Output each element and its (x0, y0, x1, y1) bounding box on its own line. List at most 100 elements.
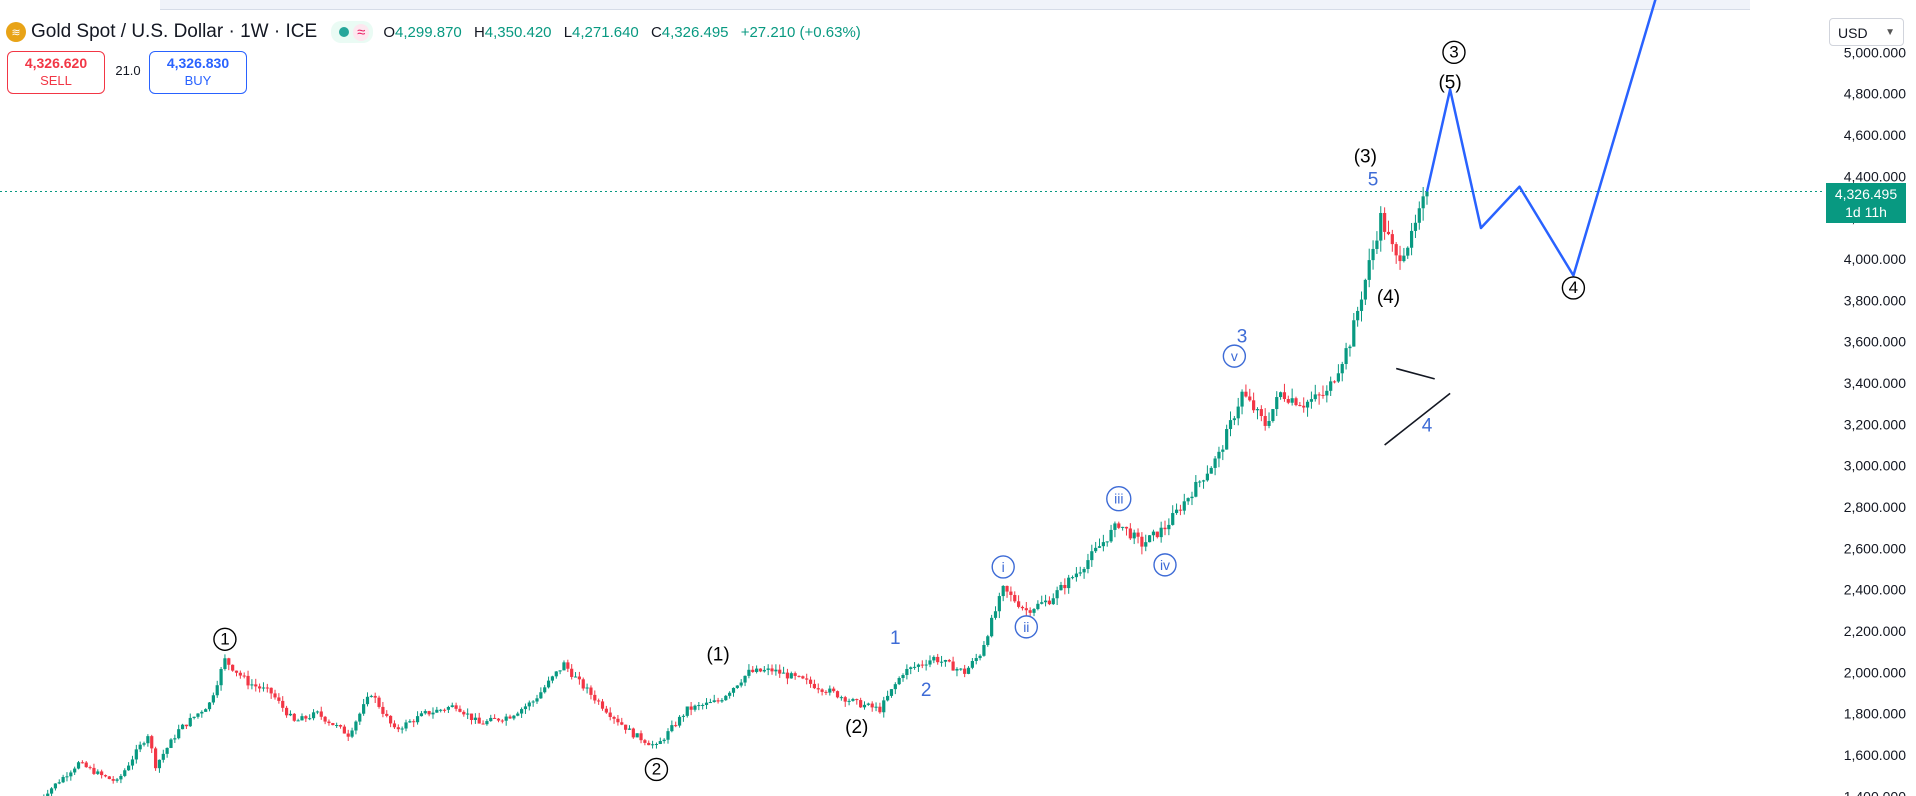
wave-label: (3) (1354, 147, 1377, 168)
wave-label: (2) (845, 717, 868, 738)
candle-body (1136, 532, 1140, 537)
wave-label: i (1002, 559, 1005, 575)
candle-body (493, 717, 497, 719)
change-value: +27.210 (+0.63%) (740, 23, 861, 41)
candle-body (550, 676, 555, 681)
open-value: 4,299.870 (395, 23, 462, 41)
candle-body (720, 700, 724, 702)
candle-body (1278, 392, 1283, 398)
candle-body (758, 668, 763, 672)
candle-body (1005, 585, 1009, 592)
candle-body (770, 668, 774, 672)
triangle-upper-line (1395, 367, 1435, 380)
candle-body (192, 716, 196, 718)
candle-body (681, 715, 686, 717)
candle-body (258, 686, 262, 689)
candle-body (631, 728, 635, 738)
candle-body (1171, 513, 1175, 525)
candle-body (46, 793, 50, 796)
symbol-title[interactable]: Gold Spot / U.S. Dollar · 1W · ICE (31, 21, 318, 42)
candle-body (1267, 420, 1271, 426)
candle-body (196, 713, 200, 717)
wave-label-circle (1222, 344, 1247, 368)
candle-body (1148, 535, 1152, 543)
candle-body (612, 716, 616, 719)
candle-body (747, 669, 751, 676)
candle-body (1352, 320, 1356, 347)
market-status-pill[interactable]: ≈ (331, 21, 374, 43)
indicator-wave-icon: ≈ (353, 23, 370, 41)
sell-button[interactable]: 4,326.620 SELL (7, 51, 105, 94)
wave-label: v (1231, 348, 1238, 364)
candle-body (1259, 409, 1263, 417)
candle-body (812, 683, 817, 689)
candle-body (1101, 542, 1105, 547)
candle-body (315, 711, 319, 713)
candle-body (693, 705, 697, 710)
price-tick-label: 2,200.000 (1844, 623, 1906, 639)
wave-label: 4 (1569, 278, 1578, 297)
candle-body (755, 668, 759, 672)
sell-label: SELL (40, 73, 72, 88)
candle-body (1105, 541, 1109, 543)
candle-body (978, 655, 982, 659)
buy-button[interactable]: 4,326.830 BUY (149, 51, 247, 94)
candle-body (392, 723, 397, 728)
candle-body (1028, 610, 1032, 613)
chevron-down-icon: ▼ (1885, 27, 1895, 38)
candle-body (893, 684, 897, 690)
candle-body (1174, 509, 1179, 514)
candle-body (142, 743, 146, 745)
candle-body (832, 688, 836, 692)
candle-body (1094, 547, 1098, 552)
candle-body (454, 705, 458, 709)
candle-body (835, 691, 840, 698)
market-open-icon (339, 27, 350, 37)
candle-body (161, 753, 165, 760)
candle-body (427, 711, 431, 715)
candle-body (200, 711, 204, 714)
candle-body (531, 701, 535, 703)
candle-body (281, 700, 285, 708)
candle-body (624, 724, 628, 730)
candle-body (1359, 299, 1364, 311)
candle-body (951, 661, 955, 671)
candle-body (1363, 279, 1367, 300)
candle-body (173, 738, 177, 740)
candle-body (1201, 480, 1206, 482)
candle-body (396, 727, 400, 730)
candle-body (839, 697, 843, 699)
candle-body (816, 688, 820, 690)
price-tick-label: 4,400.000 (1844, 168, 1906, 184)
candle-body (1390, 234, 1394, 245)
candle-body (1294, 398, 1298, 406)
candle-body (519, 709, 524, 714)
candle-body (177, 729, 181, 739)
candle-body (327, 721, 331, 724)
price-axis[interactable]: 1,400.000 1,600.000 1,800.000 2,000.000 2,20… (1844, 44, 1906, 796)
candle-body (96, 771, 100, 774)
candle-body (53, 783, 58, 789)
candle-body (119, 775, 123, 780)
candle-body (1167, 524, 1171, 530)
candle-body (204, 709, 208, 712)
candle-body (180, 724, 185, 730)
candle-body (704, 702, 709, 705)
candle-body (824, 691, 828, 693)
candle-body (84, 762, 88, 768)
candle-body (735, 685, 739, 688)
candle-body (650, 744, 655, 746)
currency-select[interactable]: USD ▼ (1829, 18, 1904, 46)
candle-body (254, 684, 258, 687)
candle-body (69, 772, 73, 777)
bar-countdown: 1d 11h (1845, 204, 1887, 220)
candle-body (674, 725, 678, 727)
candle-body (1228, 420, 1233, 430)
candle-body (959, 668, 963, 670)
wave-label-circle (1442, 40, 1466, 65)
candle-body (1313, 394, 1317, 400)
candle-body (1078, 572, 1082, 574)
candle-body (127, 765, 131, 771)
candle-body (146, 736, 150, 744)
